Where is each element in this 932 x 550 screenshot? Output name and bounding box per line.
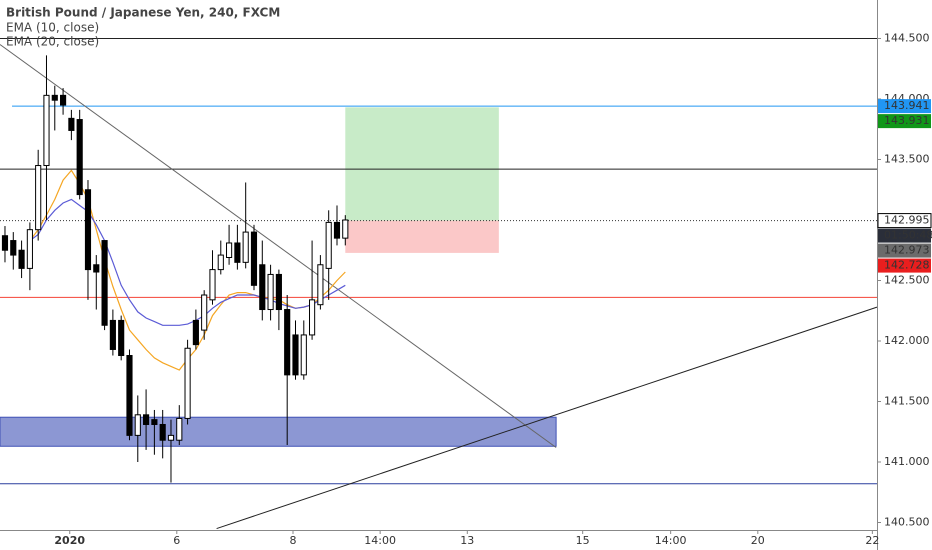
y-tick-label: 141.000 bbox=[884, 455, 930, 468]
y-tick-label: 144.500 bbox=[884, 31, 930, 44]
candle-body bbox=[325, 221, 332, 269]
candle-body bbox=[176, 417, 183, 441]
candle-body bbox=[60, 94, 67, 106]
x-tick-label: 15 bbox=[576, 534, 590, 547]
price-label-bg bbox=[878, 243, 931, 258]
candle-body bbox=[10, 240, 17, 256]
price-label-bg bbox=[877, 213, 932, 229]
price-label: 143.941 bbox=[884, 99, 930, 112]
candle-body bbox=[242, 231, 249, 263]
ema-line bbox=[29, 198, 346, 326]
candle-body bbox=[300, 334, 307, 376]
y-tick-label: 141.500 bbox=[884, 394, 930, 407]
trend-line bbox=[0, 44, 557, 448]
price-label-bg bbox=[878, 228, 931, 243]
candle-body bbox=[226, 242, 233, 258]
stop-area bbox=[345, 220, 499, 253]
price-label-bg bbox=[878, 114, 931, 129]
support-zone bbox=[0, 416, 557, 447]
candle-body bbox=[192, 319, 199, 346]
price-label: 01:50:48 bbox=[884, 229, 932, 242]
trend-line bbox=[216, 306, 878, 530]
chart-title: British Pound / Japanese Yen, 240, FXCM bbox=[6, 6, 280, 20]
candle-body bbox=[209, 269, 216, 301]
candle-body bbox=[109, 319, 116, 350]
x-tick-label: 6 bbox=[173, 534, 180, 547]
price-label: 142.973 bbox=[884, 244, 930, 257]
candle-body bbox=[84, 189, 92, 271]
candle-body bbox=[284, 309, 291, 376]
candle-body bbox=[93, 264, 100, 273]
candle-body bbox=[35, 165, 42, 231]
candle-body bbox=[1, 235, 9, 251]
candle-body bbox=[51, 94, 58, 101]
indicator-label: EMA (20, close) bbox=[6, 35, 99, 49]
target-area bbox=[345, 107, 499, 221]
x-tick-label: 20 bbox=[751, 534, 765, 547]
price-label-bg bbox=[878, 258, 931, 273]
y-tick-label: 140.500 bbox=[884, 515, 930, 528]
price-label: 142.995 bbox=[884, 214, 930, 227]
candle-body bbox=[259, 264, 266, 311]
y-tick-label: 142.000 bbox=[884, 334, 930, 347]
time-axis-bg bbox=[0, 531, 877, 550]
candle-body bbox=[201, 294, 208, 331]
candle-body bbox=[159, 423, 166, 441]
y-tick-label: 143.500 bbox=[884, 152, 930, 165]
x-tick-label: 14:00 bbox=[364, 534, 396, 547]
candle-body bbox=[217, 254, 224, 271]
x-tick-label: 13 bbox=[460, 534, 474, 547]
x-tick-label: 14:00 bbox=[655, 534, 687, 547]
candle-body bbox=[275, 273, 282, 311]
plot bbox=[0, 37, 878, 530]
candle-body bbox=[76, 119, 83, 196]
candle-body bbox=[143, 414, 150, 425]
candle-body bbox=[118, 319, 125, 357]
x-tick-label: 22 bbox=[865, 534, 879, 547]
candle-body bbox=[68, 117, 75, 131]
price-label: 143.931 bbox=[884, 114, 930, 127]
candle-body bbox=[18, 249, 25, 269]
candle-body bbox=[126, 355, 133, 436]
candle-body bbox=[43, 94, 50, 167]
candle-body bbox=[101, 240, 108, 326]
candle-body bbox=[342, 219, 349, 239]
price-axis-bg bbox=[878, 0, 932, 550]
candle-body bbox=[317, 264, 324, 306]
candle-body bbox=[267, 273, 274, 311]
candle-body bbox=[250, 231, 258, 286]
indicator-label: EMA (10, close) bbox=[6, 21, 99, 35]
candle-body bbox=[234, 242, 241, 263]
price-label: 142.728 bbox=[884, 259, 930, 272]
candle-body bbox=[309, 299, 316, 336]
x-tick-label: 2020 bbox=[54, 534, 85, 547]
candle-body bbox=[134, 414, 141, 436]
price-label-bg bbox=[878, 99, 931, 114]
candle-body bbox=[292, 334, 299, 376]
candle-body bbox=[26, 229, 33, 269]
candle-body bbox=[333, 221, 341, 239]
x-tick-label: 8 bbox=[289, 534, 296, 547]
candle-body bbox=[184, 347, 191, 419]
candle-body bbox=[167, 434, 175, 441]
candle-body bbox=[151, 419, 158, 425]
y-tick-label: 142.500 bbox=[884, 273, 930, 286]
